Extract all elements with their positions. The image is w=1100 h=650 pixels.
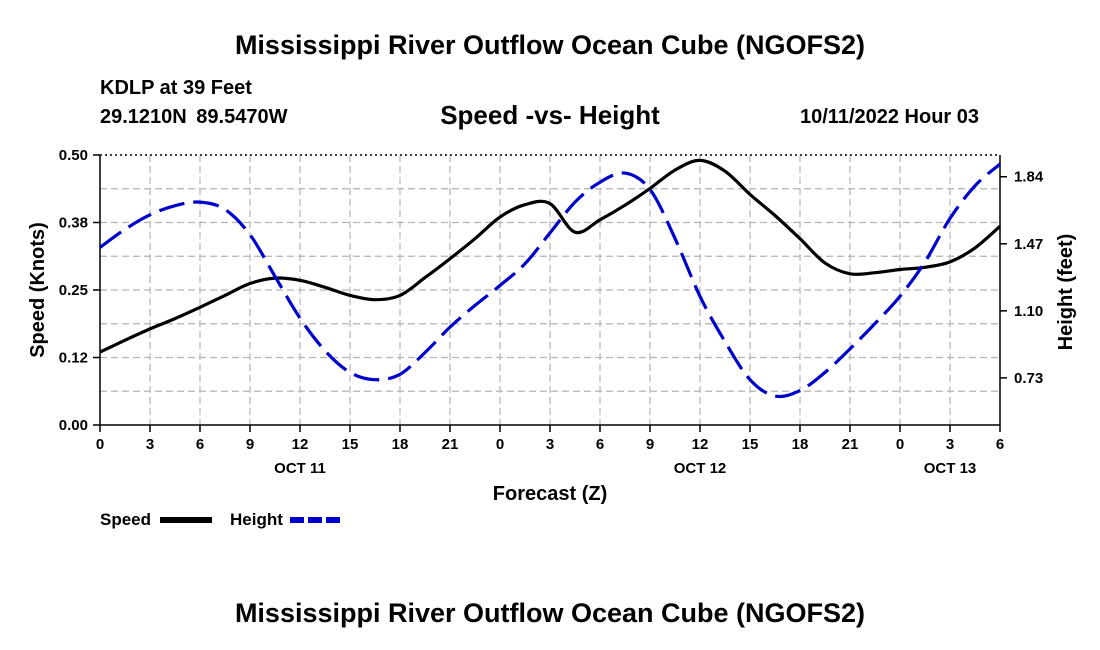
y-tick-label: 0.50 bbox=[59, 147, 88, 164]
y2-tick-label: 1.47 bbox=[1014, 236, 1043, 253]
chart-title: Speed -vs- Height bbox=[440, 100, 660, 130]
height-series-line bbox=[99, 162, 1002, 399]
x-axis-title: Forecast (Z) bbox=[493, 483, 607, 505]
x-tick-label: 6 bbox=[596, 436, 604, 453]
x-tick-label: 6 bbox=[196, 436, 204, 453]
x-tick-label: 21 bbox=[842, 436, 859, 453]
y-tick-label: 0.25 bbox=[59, 282, 88, 299]
x-tick-label: 18 bbox=[392, 436, 409, 453]
date-label: OCT 13 bbox=[924, 460, 977, 477]
chart-series bbox=[99, 158, 1002, 399]
x-tick-label: 0 bbox=[96, 436, 104, 453]
x-tick-label: 9 bbox=[646, 436, 654, 453]
x-tick-label: 9 bbox=[246, 436, 254, 453]
page-title: Mississippi River Outflow Ocean Cube (NG… bbox=[234, 30, 866, 60]
y2-tick-label: 1.10 bbox=[1014, 303, 1043, 320]
x-tick-label: 12 bbox=[292, 436, 309, 453]
x-tick-label: 15 bbox=[342, 436, 359, 453]
x-tick-label: 3 bbox=[546, 436, 554, 453]
date-label: OCT 12 bbox=[674, 460, 727, 477]
speed-series-line bbox=[99, 158, 1002, 354]
speed-height-chart: 0 3 6 9 12 15 18 21 0 3 6 9 12 15 18 21 0 3 6 OCT 11 OCT 12 O… bbox=[27, 147, 1077, 529]
chart-axes: 0 3 6 9 12 15 18 21 0 3 6 9 12 15 18 21 0 3 6 OCT 11 OCT 12 O… bbox=[27, 147, 1077, 505]
y-tick-label: 0.12 bbox=[59, 350, 88, 367]
y2-tick-label: 1.84 bbox=[1014, 169, 1044, 186]
x-tick-label: 21 bbox=[442, 436, 459, 453]
y-axis-title: Speed (Knots) bbox=[27, 222, 49, 358]
y2-tick-label: 0.73 bbox=[1014, 370, 1043, 387]
y-tick-label: 0.38 bbox=[59, 215, 88, 232]
x-tick-label: 6 bbox=[996, 436, 1004, 453]
y-tick-label: 0.00 bbox=[59, 417, 88, 434]
speed-legend-label: Speed bbox=[100, 510, 151, 529]
x-tick-label: 3 bbox=[146, 436, 154, 453]
x-tick-label: 0 bbox=[496, 436, 504, 453]
height-legend-label: Height bbox=[230, 510, 283, 529]
x-tick-label: 12 bbox=[692, 436, 709, 453]
station-label: KDLP at 39 Feet bbox=[100, 77, 252, 99]
station-coordinates: 29.1210N 89.5470W bbox=[100, 106, 288, 128]
x-tick-label: 3 bbox=[946, 436, 954, 453]
date-label: OCT 11 bbox=[274, 460, 326, 477]
chart-legend: Speed Height bbox=[100, 510, 342, 529]
x-tick-label: 18 bbox=[792, 436, 809, 453]
x-tick-label: 0 bbox=[896, 436, 904, 453]
repeated-page-title: Mississippi River Outflow Ocean Cube (NG… bbox=[234, 598, 866, 628]
forecast-run-time: 10/11/2022 Hour 03 bbox=[800, 106, 980, 128]
y2-axis-title: Height (feet) bbox=[1055, 234, 1077, 351]
x-tick-label: 15 bbox=[742, 436, 759, 453]
chart-grid bbox=[100, 155, 1000, 425]
